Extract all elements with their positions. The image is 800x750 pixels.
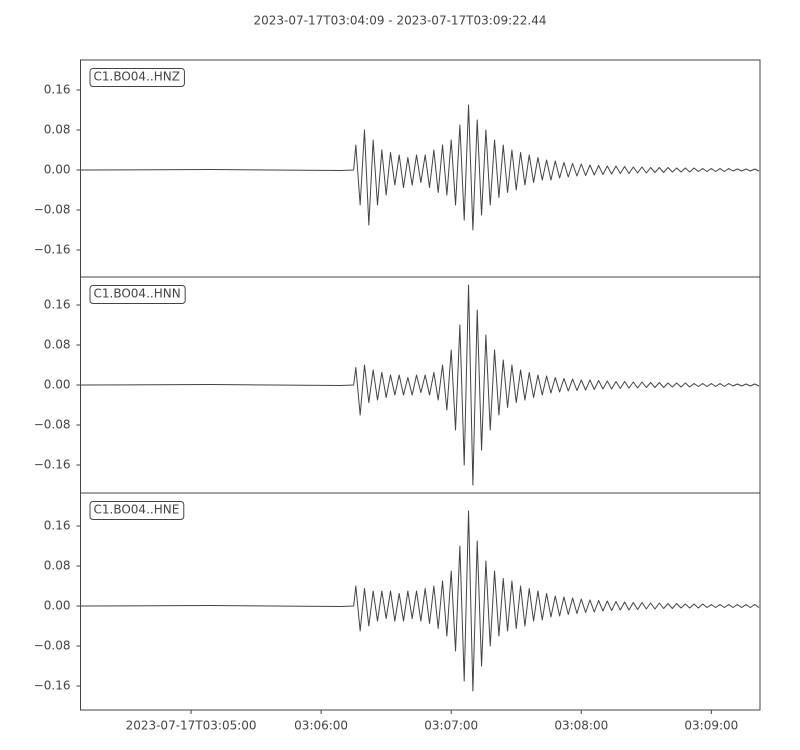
- x-tick-label: 03:07:00: [424, 719, 478, 733]
- x-tick-label: 03:08:00: [554, 719, 608, 733]
- y-tick-label: −0.16: [34, 458, 71, 472]
- x-tick-label: 03:09:00: [684, 719, 738, 733]
- trace-label-box: [89, 501, 185, 520]
- plot-area: [80, 510, 760, 692]
- y-tick-label: 0.00: [44, 599, 71, 613]
- y-tick-label: 0.16: [44, 83, 71, 97]
- waveform: [80, 284, 760, 486]
- waveform: [80, 104, 760, 231]
- y-tick-label: 0.08: [44, 338, 71, 352]
- x-tick-label: 2023-07-17T03:05:00: [126, 719, 257, 733]
- trace-label: C1.BO04..HNN: [94, 287, 181, 301]
- axes-frame: [80, 492, 761, 711]
- y-tick-label: 0.08: [44, 559, 71, 573]
- chart-title: 2023-07-17T03:04:09 - 2023-07-17T03:09:2…: [254, 14, 547, 28]
- y-tick-label: −0.08: [34, 639, 71, 653]
- x-tick-label: 03:06:00: [294, 719, 348, 733]
- y-tick-label: 0.08: [44, 123, 71, 137]
- waveform: [80, 510, 760, 692]
- trace-label: C1.BO04..HNZ: [94, 70, 180, 84]
- y-tick-label: −0.08: [34, 418, 71, 432]
- y-tick-label: 0.00: [44, 163, 71, 177]
- y-tick-label: 0.16: [44, 519, 71, 533]
- trace-label-box: [89, 68, 185, 87]
- y-tick-label: −0.08: [34, 203, 71, 217]
- trace-label-box: [89, 285, 186, 304]
- trace-label: C1.BO04..HNE: [94, 503, 180, 517]
- y-tick-label: 0.00: [44, 378, 71, 392]
- y-tick-label: −0.16: [34, 243, 71, 257]
- plot-area: [80, 104, 760, 231]
- y-tick-label: 0.16: [44, 298, 71, 312]
- y-tick-label: −0.16: [34, 679, 71, 693]
- plot-area: [80, 284, 760, 486]
